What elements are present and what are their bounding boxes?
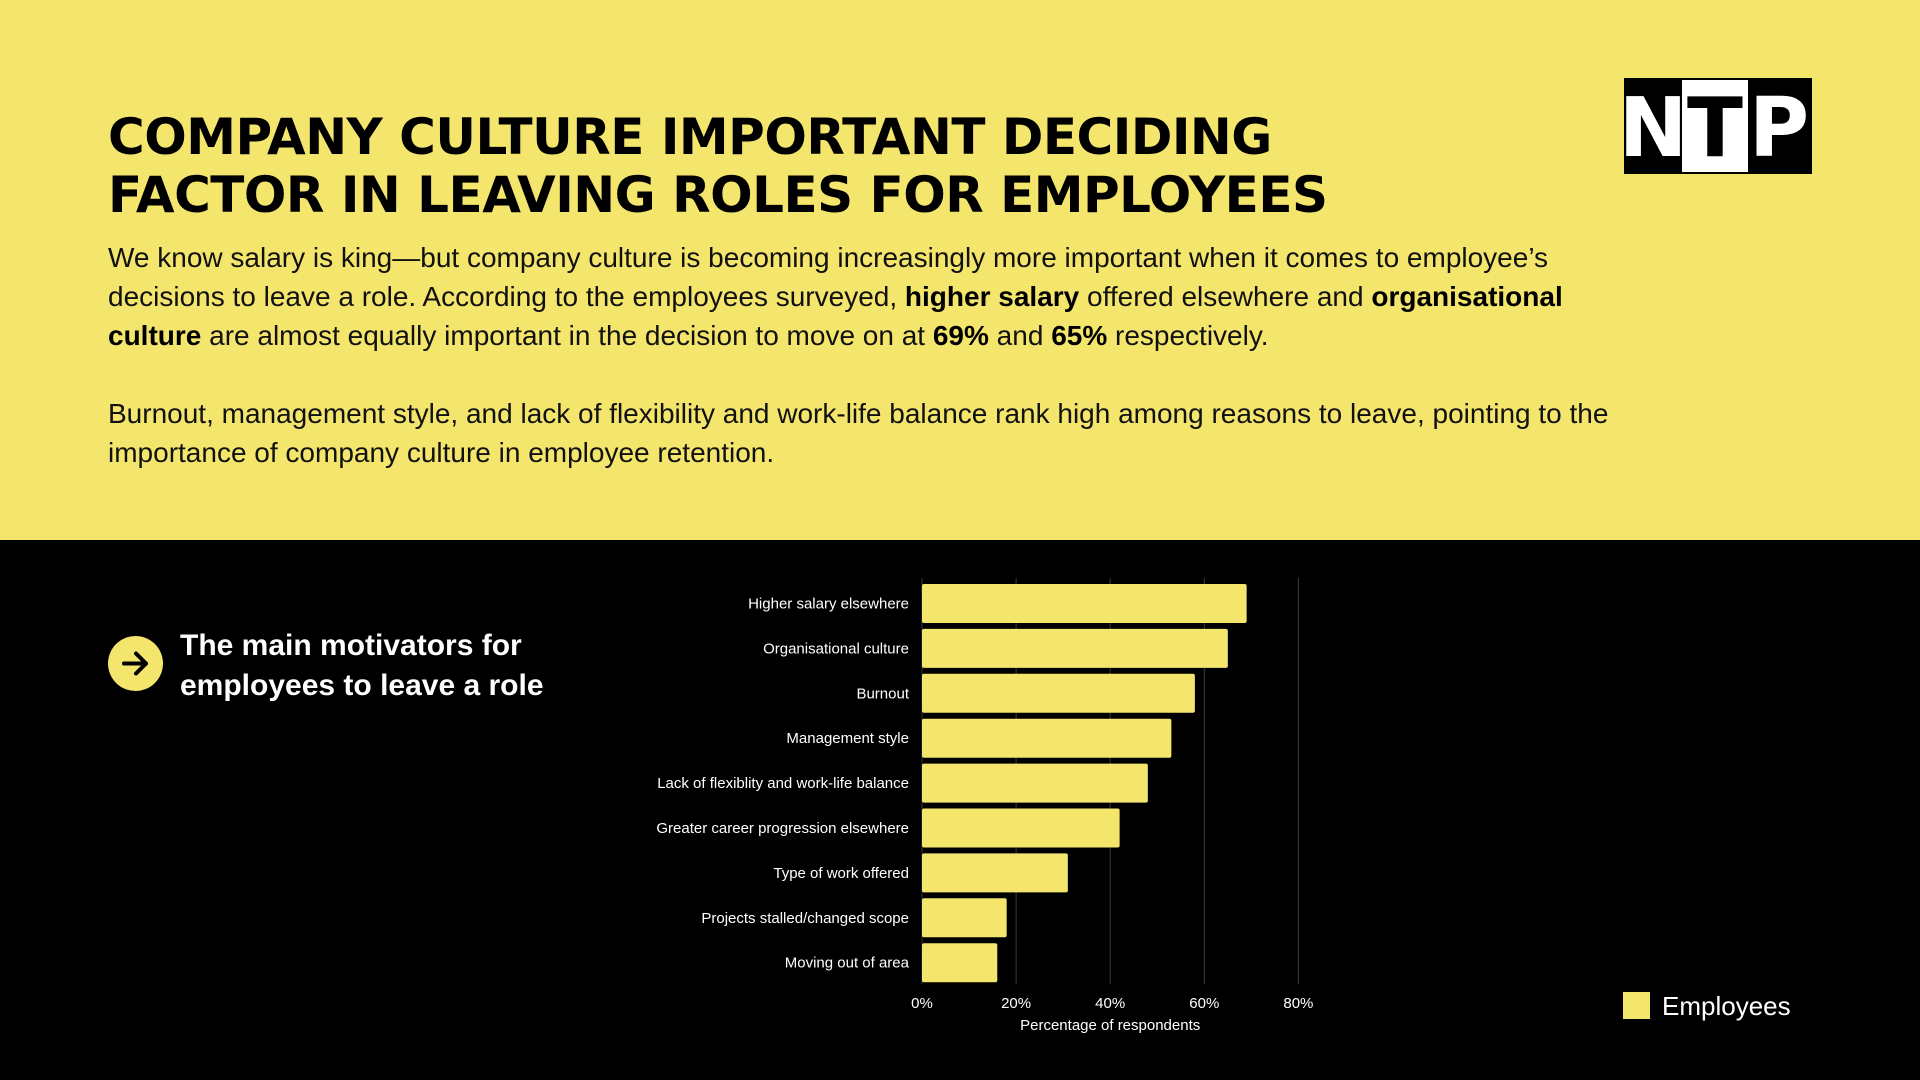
bar xyxy=(922,763,1148,803)
logo-letter-p: P xyxy=(1749,81,1809,174)
category-label: Greater career progression elsewhere xyxy=(656,820,909,837)
chart-x-ticks: 0% 20% 40% 60% 80% xyxy=(911,995,1313,1012)
title-line-1: COMPANY CULTURE IMPORTANT DECIDING xyxy=(108,108,1272,166)
bar xyxy=(922,808,1120,848)
bar xyxy=(922,718,1172,758)
section-heading: The main motivators for employees to lea… xyxy=(180,626,600,706)
intro-panel: COMPANY CULTURE IMPORTANT DECIDING FACTO… xyxy=(0,0,1920,540)
legend-label: Employees xyxy=(1662,991,1791,1021)
x-tick-label: 20% xyxy=(1001,995,1031,1012)
x-tick-label: 60% xyxy=(1189,995,1219,1012)
category-label: Organisational culture xyxy=(763,640,909,657)
bar xyxy=(922,673,1195,713)
category-label: Moving out of area xyxy=(785,955,910,972)
secondary-paragraph: Burnout, management style, and lack of f… xyxy=(108,398,1609,468)
intro-text-5: respectively. xyxy=(1107,320,1269,351)
intro-bold-culture: organisational culture xyxy=(108,281,1563,351)
page-title: COMPANY CULTURE IMPORTANT DECIDING FACTO… xyxy=(108,108,1408,224)
category-label: Management style xyxy=(786,730,909,747)
intro-paragraph: We know salary is king—but company cultu… xyxy=(108,238,1628,355)
intro-text-1: We know salary is king—but company cultu… xyxy=(108,242,1549,312)
intro-bold-65: 65% xyxy=(1051,320,1108,351)
bar xyxy=(922,584,1247,623)
category-label: Higher salary elsewhere xyxy=(748,596,909,613)
legend-swatch xyxy=(1623,992,1650,1019)
chart-category-labels: Higher salary elsewhere Organisational cu… xyxy=(656,596,909,972)
intro-text-3: are almost equally important in the deci… xyxy=(201,320,933,351)
bar xyxy=(922,628,1228,668)
bar xyxy=(922,898,1007,938)
x-tick-label: 0% xyxy=(911,995,933,1012)
intro-text-2: offered elsewhere and xyxy=(1079,281,1372,312)
category-label: Projects stalled/changed scope xyxy=(701,910,909,927)
title-line-2: FACTOR IN LEAVING ROLES FOR EMPLOYEES xyxy=(108,166,1328,224)
section-heading-line-2: employees to leave a role xyxy=(180,669,544,702)
intro-bold-salary: higher salary xyxy=(904,281,1080,312)
category-label: Burnout xyxy=(856,685,909,702)
section-heading-line-1: The main motivators for xyxy=(180,629,522,662)
bar-chart: Higher salary elsewhere Organisational cu… xyxy=(656,578,1313,1034)
logo-letter-t: T xyxy=(1687,81,1743,174)
x-axis-label: Percentage of respondents xyxy=(1020,1017,1200,1034)
bar xyxy=(922,943,998,983)
intro-text-4: and xyxy=(988,320,1052,351)
intro-bold-69: 69% xyxy=(932,320,989,351)
logo-letter-n: N xyxy=(1624,81,1687,174)
x-tick-label: 40% xyxy=(1095,995,1125,1012)
category-label: Type of work offered xyxy=(773,865,909,882)
arrow-right-icon xyxy=(108,636,163,691)
category-label: Lack of flexiblity and work-life balance xyxy=(657,775,909,792)
chart-bars xyxy=(922,584,1247,983)
ntp-logo: N T P xyxy=(1624,78,1812,174)
bar xyxy=(922,853,1068,893)
x-tick-label: 80% xyxy=(1283,995,1313,1012)
